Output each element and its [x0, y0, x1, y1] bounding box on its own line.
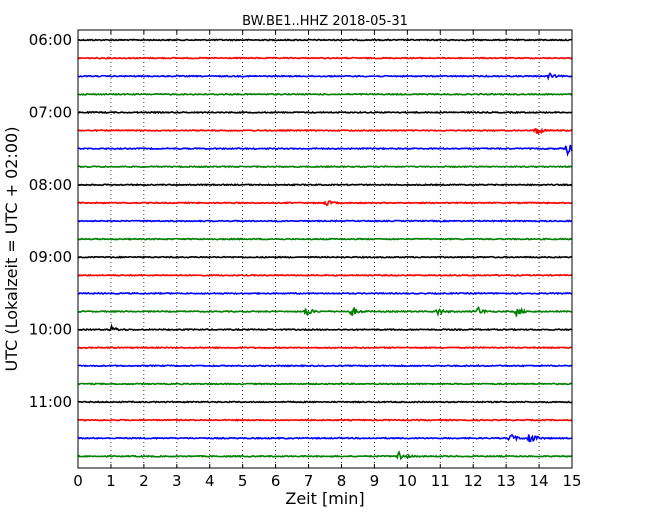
y-axis-ticks: 06:00 07:00 08:00 09:00 10:00 11:00 — [29, 31, 82, 411]
trace-0915 — [77, 273, 573, 277]
trace-1030 — [77, 364, 573, 368]
x-tick-label: 8 — [337, 472, 347, 490]
trace-0845 — [77, 237, 573, 241]
x-tick-label: 1 — [106, 472, 116, 490]
x-tick-label: 4 — [205, 472, 215, 490]
plot-frame — [77, 29, 573, 469]
trace-1045 — [77, 382, 573, 386]
y-tick-label: 08:00 — [29, 176, 72, 194]
x-tick-label: 14 — [530, 472, 549, 490]
trace-1145 — [77, 450, 573, 461]
trace-0745 — [77, 165, 573, 169]
y-tick-label: 09:00 — [29, 248, 72, 266]
trace-0730 — [78, 144, 573, 157]
x-tick-label: 10 — [398, 472, 417, 490]
trace-1000 — [77, 323, 573, 332]
trace-0830 — [78, 219, 573, 223]
trace-0945 — [77, 305, 573, 318]
trace-0715 — [77, 127, 573, 135]
trace-0800 — [77, 183, 573, 187]
trace-1115 — [77, 418, 573, 422]
x-tick-label: 11 — [431, 472, 450, 490]
x-tick-label: 2 — [139, 472, 149, 490]
trace-0630 — [77, 72, 573, 81]
y-axis-label: UTC (Lokalzeit = UTC + 02:00) — [2, 127, 21, 372]
x-tick-label: 0 — [73, 472, 83, 490]
x-tick-label: 12 — [464, 472, 483, 490]
trace-1130 — [77, 433, 573, 443]
seismogram-traces — [77, 38, 573, 461]
y-tick-label: 07:00 — [29, 103, 72, 121]
trace-0615 — [77, 56, 573, 60]
y-tick-label: 06:00 — [29, 31, 72, 49]
y-tick-label: 10:00 — [29, 321, 72, 339]
chart-title: BW.BE1..HHZ 2018-05-31 — [242, 14, 408, 29]
trace-0930 — [77, 291, 573, 296]
x-tick-label: 13 — [497, 472, 516, 490]
x-axis-label: Zeit [min] — [285, 489, 364, 508]
trace-0600 — [77, 38, 573, 42]
trace-0645 — [77, 92, 573, 96]
x-tick-label: 3 — [172, 472, 182, 490]
x-axis-ticks: 0 1 2 3 4 5 6 7 8 9 10 11 12 13 14 15 — [73, 30, 582, 490]
trace-0900 — [77, 255, 572, 259]
x-tick-label: 9 — [370, 472, 380, 490]
x-tick-label: 6 — [271, 472, 281, 490]
trace-0700 — [77, 110, 573, 115]
x-tick-label: 5 — [238, 472, 248, 490]
trace-1100 — [77, 400, 573, 404]
y-tick-label: 11:00 — [29, 393, 72, 411]
x-tick-label: 7 — [304, 472, 314, 490]
trace-0815 — [77, 200, 573, 207]
x-tick-label: 15 — [562, 472, 581, 490]
trace-1015 — [77, 346, 573, 350]
